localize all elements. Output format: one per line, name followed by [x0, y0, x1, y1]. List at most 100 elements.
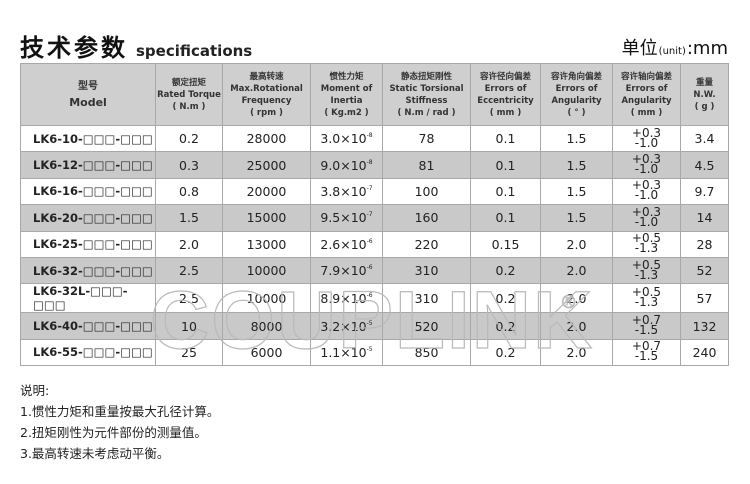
title-en: specifications [136, 42, 253, 60]
cell-stiffness: 220 [382, 230, 471, 258]
table-row: LK6-32L-□□□-□□□ 2.5 10000 8.9×10-6 310 0.2 2.0… [20, 283, 729, 314]
cell-weight: 28 [680, 230, 729, 258]
cell-speed: 25000 [222, 151, 311, 179]
cell-torque: 0.2 [155, 124, 223, 153]
cell-torque: 1.5 [155, 204, 223, 232]
column-header-unit: ( Kg.m2 ) [324, 107, 369, 118]
cell-model: LK6-25-□□□-□□□ [20, 230, 156, 258]
unit-cn: 单位 [621, 38, 658, 59]
column-header: 容许轴向偏差 Errors of Angularity( mm ) [612, 63, 681, 126]
cell-eccentricity: 0.2 [470, 283, 541, 314]
axial-minus: -1.0 [634, 162, 659, 177]
table-row: LK6-12-□□□-□□□ 0.3 25000 9.0×10-8 81 0.1 1.5 +0… [20, 151, 729, 179]
cell-eccentricity: 0.1 [470, 204, 541, 232]
axial-plus: +0.7 [631, 313, 662, 328]
cell-torque: 25 [155, 338, 223, 367]
cell-axial: +0.5 -1.3 [612, 230, 681, 258]
cell-speed: 10000 [222, 283, 311, 314]
axial-plus: +0.5 [631, 257, 662, 272]
inertia-base: 9.5×10 [320, 210, 367, 226]
column-header-en: Static Torsional Stiffness [389, 83, 464, 106]
column-header-cn: 容许径向偏差 [479, 71, 531, 82]
cell-axial: +0.3 -1.0 [612, 151, 681, 179]
page-title: 技术参数 specifications [20, 28, 252, 63]
cell-inertia: 3.0×10-8 [310, 124, 383, 153]
cell-angularity: 2.0 [540, 338, 613, 367]
cell-model: LK6-40-□□□-□□□ [20, 312, 156, 340]
column-header-unit: ( N.m ) [172, 101, 206, 112]
notes-heading: 说明: [20, 383, 50, 398]
column-header-unit: ( mm ) [630, 107, 663, 118]
axial-plus: +0.3 [631, 152, 662, 167]
column-header-en: Rated Torque [157, 89, 221, 100]
cell-torque: 0.3 [155, 151, 223, 179]
axial-plus: +0.5 [631, 231, 662, 246]
column-header: 最高转速 Max.Rotational Frequency( rpm ) [222, 63, 311, 126]
column-header-en: Errors of Angularity [621, 83, 672, 106]
table-row: LK6-55-□□□-□□□ 25 6000 1.1×10-5 850 0.2 2.0 +0.… [20, 338, 729, 367]
cell-axial: +0.3 -1.0 [612, 204, 681, 232]
inertia-exponent: -6 [366, 264, 373, 272]
cell-stiffness: 81 [382, 151, 471, 179]
cell-weight: 52 [680, 256, 729, 285]
inertia-exponent: -5 [366, 319, 373, 327]
column-header-unit: ( ° ) [567, 107, 586, 118]
cell-torque: 0.8 [155, 177, 223, 206]
column-header-cn: 重量 [695, 77, 713, 88]
inertia-base: 3.0×10 [320, 131, 367, 147]
cell-speed: 6000 [222, 338, 311, 367]
cell-eccentricity: 0.2 [470, 338, 541, 367]
axial-plus: +0.3 [631, 204, 662, 219]
cell-inertia: 1.1×10-5 [310, 338, 383, 367]
spec-table: 型号 Model 额定扭矩 Rated Torque( N.m ) 最高转速 Max.Ro… [20, 63, 729, 367]
column-header-unit: ( N.m / rad ) [397, 107, 456, 118]
axial-minus: -1.0 [634, 188, 659, 203]
unit-label: 单位 (unit) :mm [622, 34, 728, 60]
inertia-base: 1.1×10 [320, 344, 367, 360]
column-header-unit: ( mm ) [489, 107, 522, 118]
unit-small: (unit) [658, 46, 686, 57]
column-header-cn: 容许轴向偏差 [620, 71, 672, 82]
inertia-exponent: -6 [366, 291, 373, 299]
column-header: 静态扭矩刚性 Static Torsional Stiffness( N.m / … [382, 63, 471, 126]
cell-torque: 2.5 [155, 256, 223, 285]
column-header-cn: 型号 [78, 80, 98, 92]
cell-weight: 9.7 [680, 177, 729, 206]
axial-plus: +0.7 [631, 339, 662, 354]
cell-speed: 15000 [222, 204, 311, 232]
table-row: LK6-10-□□□-□□□ 0.2 28000 3.0×10-8 78 0.1 1.5 +0… [20, 124, 729, 153]
column-header-cn: 静态扭矩刚性 [400, 71, 452, 82]
cell-eccentricity: 0.1 [470, 124, 541, 153]
cell-speed: 13000 [222, 230, 311, 258]
inertia-exponent: -6 [366, 237, 373, 245]
cell-angularity: 2.0 [540, 230, 613, 258]
column-header-unit: ( rpm ) [250, 107, 283, 118]
cell-stiffness: 100 [382, 177, 471, 206]
inertia-exponent: -5 [366, 345, 373, 353]
unit-value: :mm [686, 38, 728, 59]
cell-axial: +0.3 -1.0 [612, 177, 681, 206]
notes: 说明: 1.惯性力矩和重量按最大孔径计算。 2.扭矩刚性为元件部份的测量值。 3… [20, 380, 219, 464]
inertia-exponent: -7 [366, 211, 373, 219]
cell-speed: 20000 [222, 177, 311, 206]
cell-weight: 240 [680, 338, 729, 367]
inertia-base: 7.9×10 [320, 263, 367, 279]
cell-angularity: 1.5 [540, 177, 613, 206]
cell-inertia: 2.6×10-6 [310, 230, 383, 258]
inertia-base: 3.8×10 [320, 183, 367, 199]
cell-torque: 2.5 [155, 283, 223, 314]
cell-torque: 2.0 [155, 230, 223, 258]
cell-axial: +0.7 -1.5 [612, 312, 681, 340]
note-item: 2.扭矩刚性为元件部份的测量值。 [20, 425, 207, 440]
cell-model: LK6-16-□□□-□□□ [20, 177, 156, 206]
column-header-en: Errors of Eccentricity [477, 83, 534, 106]
column-header-en: Model [69, 95, 107, 109]
cell-angularity: 1.5 [540, 204, 613, 232]
column-header-unit: ( g ) [694, 101, 715, 112]
cell-stiffness: 310 [382, 283, 471, 314]
axial-plus: +0.3 [631, 178, 662, 193]
axial-minus: -1.3 [634, 241, 659, 256]
cell-eccentricity: 0.1 [470, 151, 541, 179]
title-cn: 技术参数 [20, 34, 128, 62]
column-header-cn: 最高转速 [249, 71, 284, 82]
